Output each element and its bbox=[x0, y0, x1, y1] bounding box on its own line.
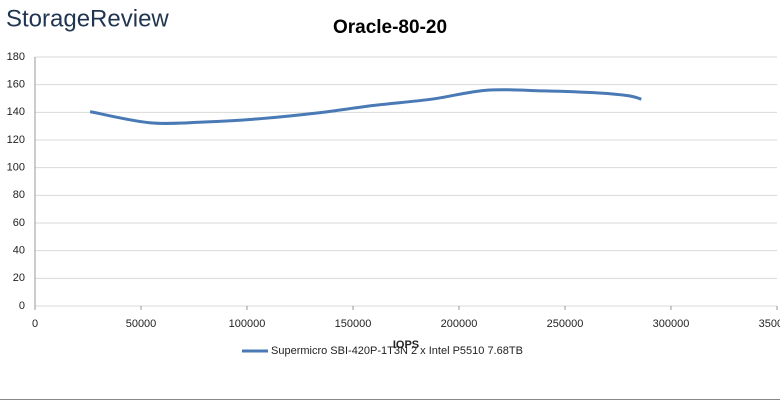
x-tick-label: 200000 bbox=[441, 318, 478, 330]
chart-title: Oracle-80-20 bbox=[333, 17, 447, 38]
y-tick-label: 20 bbox=[13, 272, 25, 284]
y-tick-label: 100 bbox=[7, 162, 25, 174]
x-tick-label: 100000 bbox=[229, 318, 266, 330]
legend-label: Supermicro SBI-420P-1T3N 2 x Intel P5510… bbox=[271, 345, 523, 357]
x-tick-label: 50000 bbox=[126, 318, 157, 330]
x-tick-label: 300000 bbox=[653, 318, 690, 330]
x-axis-label: IOPS bbox=[393, 339, 419, 351]
y-tick-label: 140 bbox=[7, 106, 25, 118]
x-tick-label: 350000 bbox=[759, 318, 780, 330]
x-tick-label: 0 bbox=[32, 318, 38, 330]
y-tick-label: 60 bbox=[13, 217, 25, 229]
x-tick-label: 250000 bbox=[547, 318, 584, 330]
y-tick-label: 160 bbox=[7, 79, 25, 91]
y-tick-label: 0 bbox=[19, 300, 25, 312]
y-tick-label: 80 bbox=[13, 189, 25, 201]
y-tick-label: 40 bbox=[13, 245, 25, 257]
y-tick-label: 120 bbox=[7, 134, 25, 146]
x-tick-label: 150000 bbox=[335, 318, 372, 330]
y-tick-label: 180 bbox=[7, 51, 25, 63]
series-line bbox=[89, 88, 642, 125]
watermark: StorageReview bbox=[6, 5, 169, 32]
